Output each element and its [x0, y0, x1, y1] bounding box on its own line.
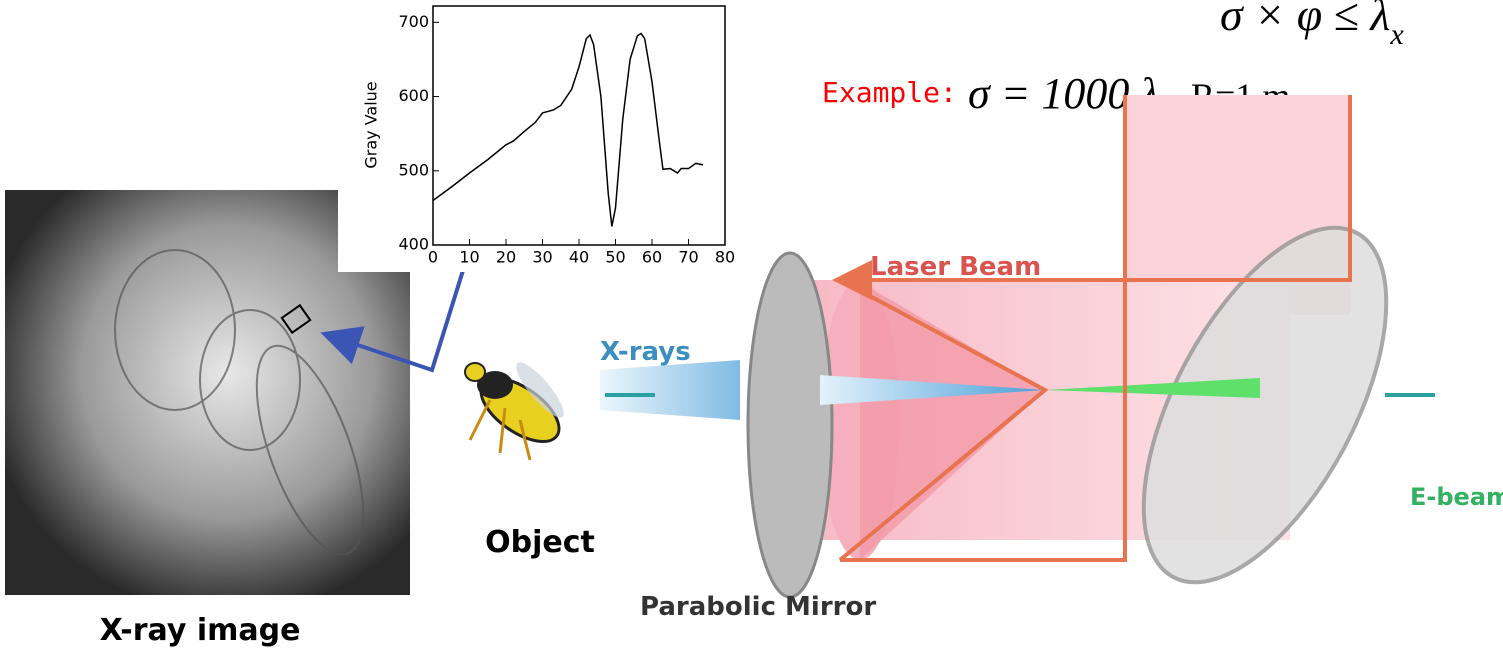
ebeam-label: E-beam — [1410, 483, 1503, 511]
example-label: Example: — [822, 76, 957, 109]
x-tick-label: 60 — [642, 248, 662, 267]
formula-sub: x — [1389, 18, 1404, 51]
y-axis-label: Gray Value — [362, 81, 381, 168]
object-label: Object — [485, 525, 595, 560]
x-tick-label: 40 — [569, 248, 589, 267]
x-tick-label: 0 — [428, 248, 438, 267]
slide: X-ray image 400 500 600 700 0 10 20 30 40 50 60 70 8… — [0, 0, 1503, 661]
formula: σ × φ ≤ λx — [1220, 0, 1404, 51]
x-tick-label: 80 — [715, 248, 735, 267]
x-tick-label: 30 — [532, 248, 552, 267]
x-tick-label: 70 — [678, 248, 698, 267]
y-tick-label: 600 — [398, 86, 429, 105]
x-tick-label: 10 — [459, 248, 479, 267]
xrays-label: X-rays — [600, 337, 691, 367]
wasp — [465, 357, 570, 460]
chart-bg — [338, 0, 738, 272]
x-tick-label: 20 — [496, 248, 516, 267]
mirror-label: Parabolic Mirror — [640, 592, 876, 622]
xray-beam — [600, 360, 740, 420]
y-tick-label: 700 — [398, 12, 429, 31]
laser-label: Laser Beam — [870, 252, 1041, 282]
y-tick-label: 400 — [398, 235, 429, 254]
left-mirror — [748, 253, 832, 597]
formula-main: σ × φ ≤ λ — [1220, 0, 1390, 40]
image-label: X-ray image — [100, 613, 301, 648]
y-tick-label: 500 — [398, 160, 429, 179]
x-tick-label: 50 — [605, 248, 625, 267]
